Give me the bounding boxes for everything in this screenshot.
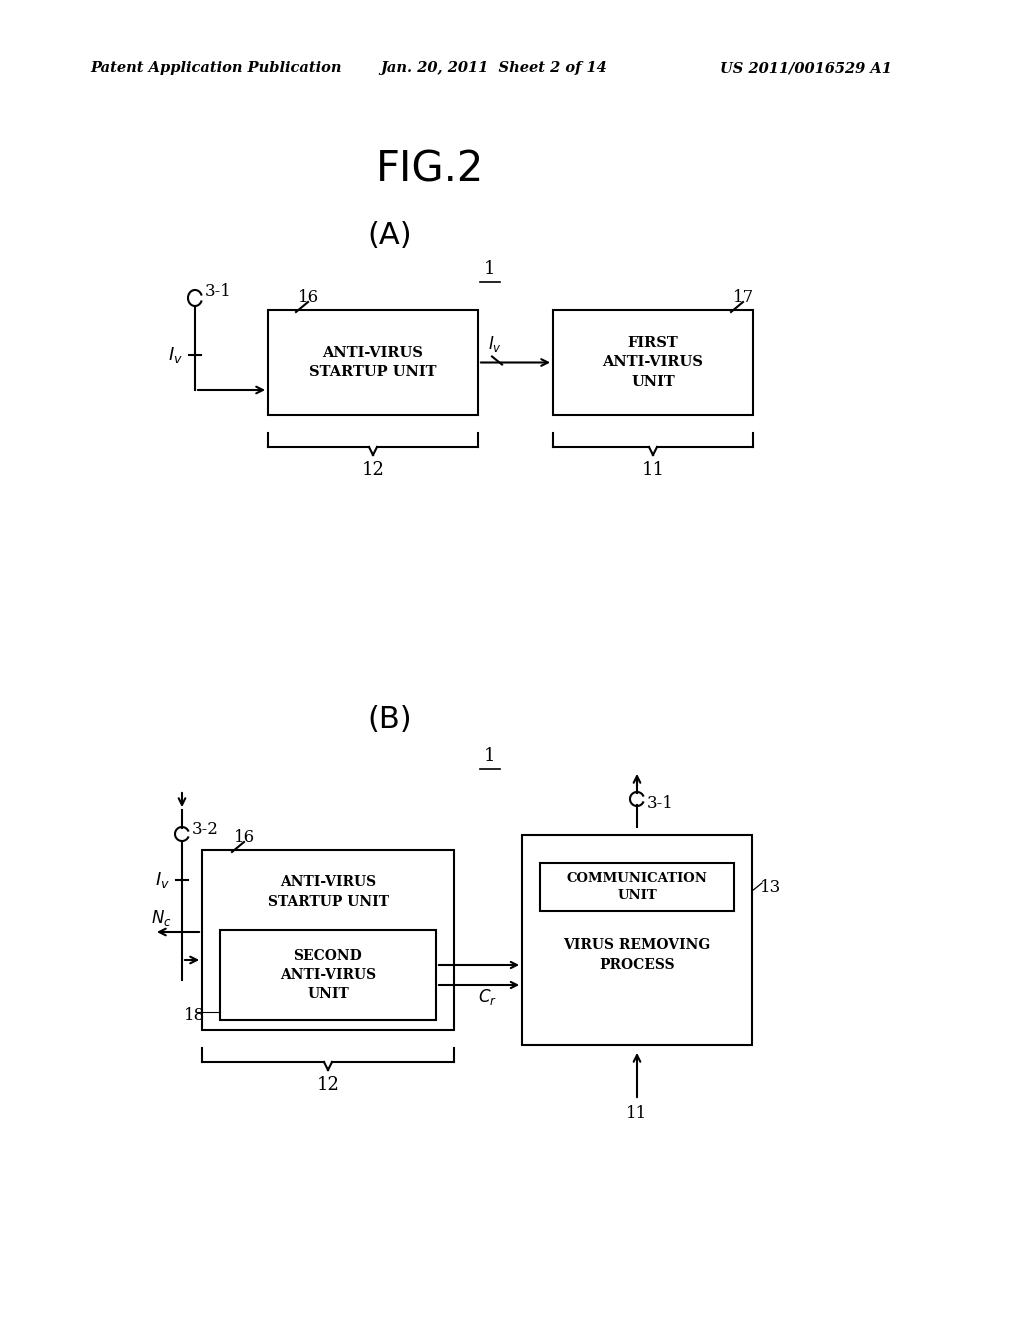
Text: VIRUS REMOVING
PROCESS: VIRUS REMOVING PROCESS [563, 939, 711, 972]
Bar [202, 850, 454, 1030]
Text: $I_v$: $I_v$ [488, 334, 502, 355]
Text: Patent Application Publication: Patent Application Publication [90, 61, 341, 75]
Text: 1: 1 [484, 260, 496, 279]
Text: FIRST
ANTI-VIRUS
UNIT: FIRST ANTI-VIRUS UNIT [602, 337, 703, 389]
Text: SECOND
ANTI-VIRUS
UNIT: SECOND ANTI-VIRUS UNIT [280, 949, 376, 1002]
Bar [540, 863, 734, 911]
Text: 16: 16 [234, 829, 255, 846]
Text: $I_v$: $I_v$ [168, 345, 183, 366]
Text: 3-1: 3-1 [205, 284, 231, 301]
Text: 12: 12 [361, 461, 384, 479]
Text: $N_c$: $N_c$ [152, 908, 172, 928]
Text: US 2011/0016529 A1: US 2011/0016529 A1 [720, 61, 892, 75]
Text: ANTI-VIRUS
STARTUP UNIT: ANTI-VIRUS STARTUP UNIT [309, 346, 437, 379]
Bar [522, 836, 752, 1045]
Text: 1: 1 [484, 747, 496, 766]
Bar [220, 931, 436, 1020]
Text: ANTI-VIRUS
STARTUP UNIT: ANTI-VIRUS STARTUP UNIT [267, 875, 388, 908]
Bar [553, 310, 753, 414]
Text: 13: 13 [760, 879, 781, 895]
Text: (A): (A) [368, 220, 413, 249]
Text: 3-1: 3-1 [647, 795, 674, 812]
Text: $I_v$: $I_v$ [155, 870, 170, 890]
Text: 11: 11 [641, 461, 665, 479]
Text: Jan. 20, 2011  Sheet 2 of 14: Jan. 20, 2011 Sheet 2 of 14 [380, 61, 607, 75]
Text: 16: 16 [298, 289, 319, 306]
Text: $C_r$: $C_r$ [477, 987, 497, 1007]
Text: 18: 18 [184, 1006, 205, 1023]
Text: 12: 12 [316, 1076, 339, 1094]
Text: (B): (B) [368, 705, 413, 734]
Text: FIG.2: FIG.2 [376, 149, 484, 191]
Bar [268, 310, 478, 414]
Text: 17: 17 [733, 289, 755, 306]
Text: 3-2: 3-2 [193, 821, 219, 838]
Text: COMMUNICATION
UNIT: COMMUNICATION UNIT [566, 873, 708, 902]
Text: 11: 11 [627, 1106, 647, 1122]
